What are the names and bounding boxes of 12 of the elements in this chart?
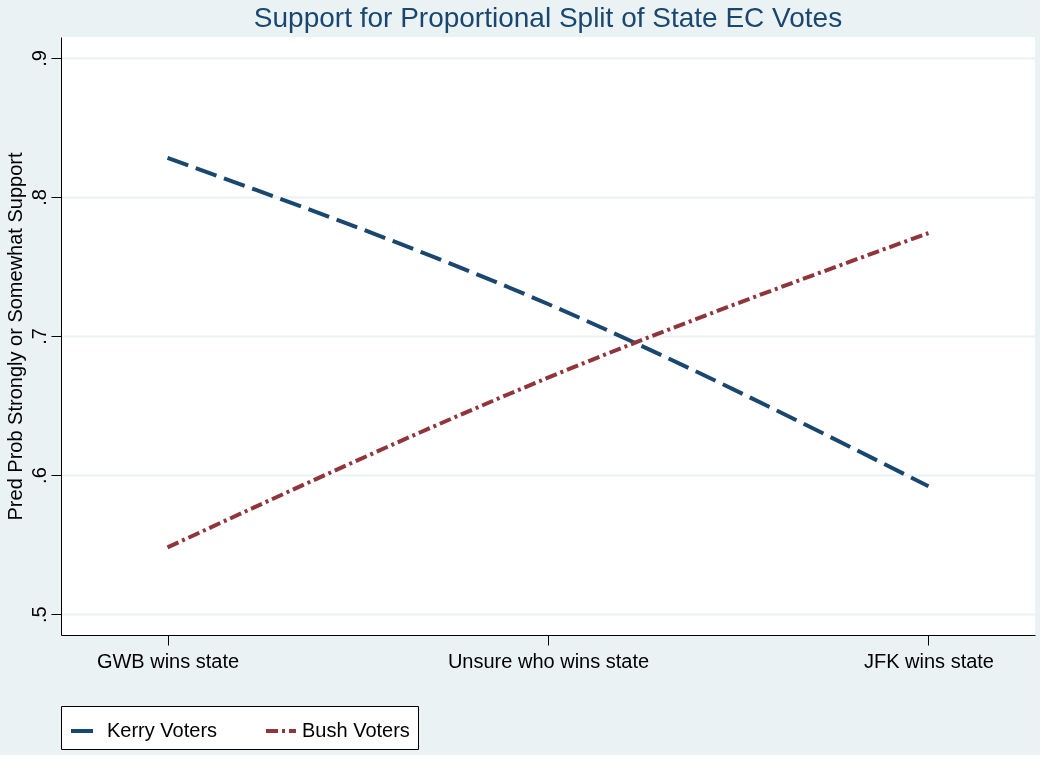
y-tick-label: .9 xyxy=(27,50,50,67)
x-tick-label: GWB wins state xyxy=(96,649,240,672)
y-tick-label: .6 xyxy=(27,467,50,484)
x-tick-label: JFK wins state xyxy=(863,649,994,672)
chart-title: Support for Proportional Split of State EC Votes xyxy=(253,2,843,33)
y-tick-label: .7 xyxy=(27,328,50,345)
legend-label: Bush Voters xyxy=(302,719,410,741)
legend-label: Kerry Voters xyxy=(107,719,218,741)
x-tick-label: Unsure who wins state xyxy=(447,649,650,672)
y-tick-label: .5 xyxy=(27,606,50,623)
y-tick-label: .8 xyxy=(27,189,50,206)
y-axis-title: Pred Prob Strongly or Somewhat Support xyxy=(3,152,26,521)
